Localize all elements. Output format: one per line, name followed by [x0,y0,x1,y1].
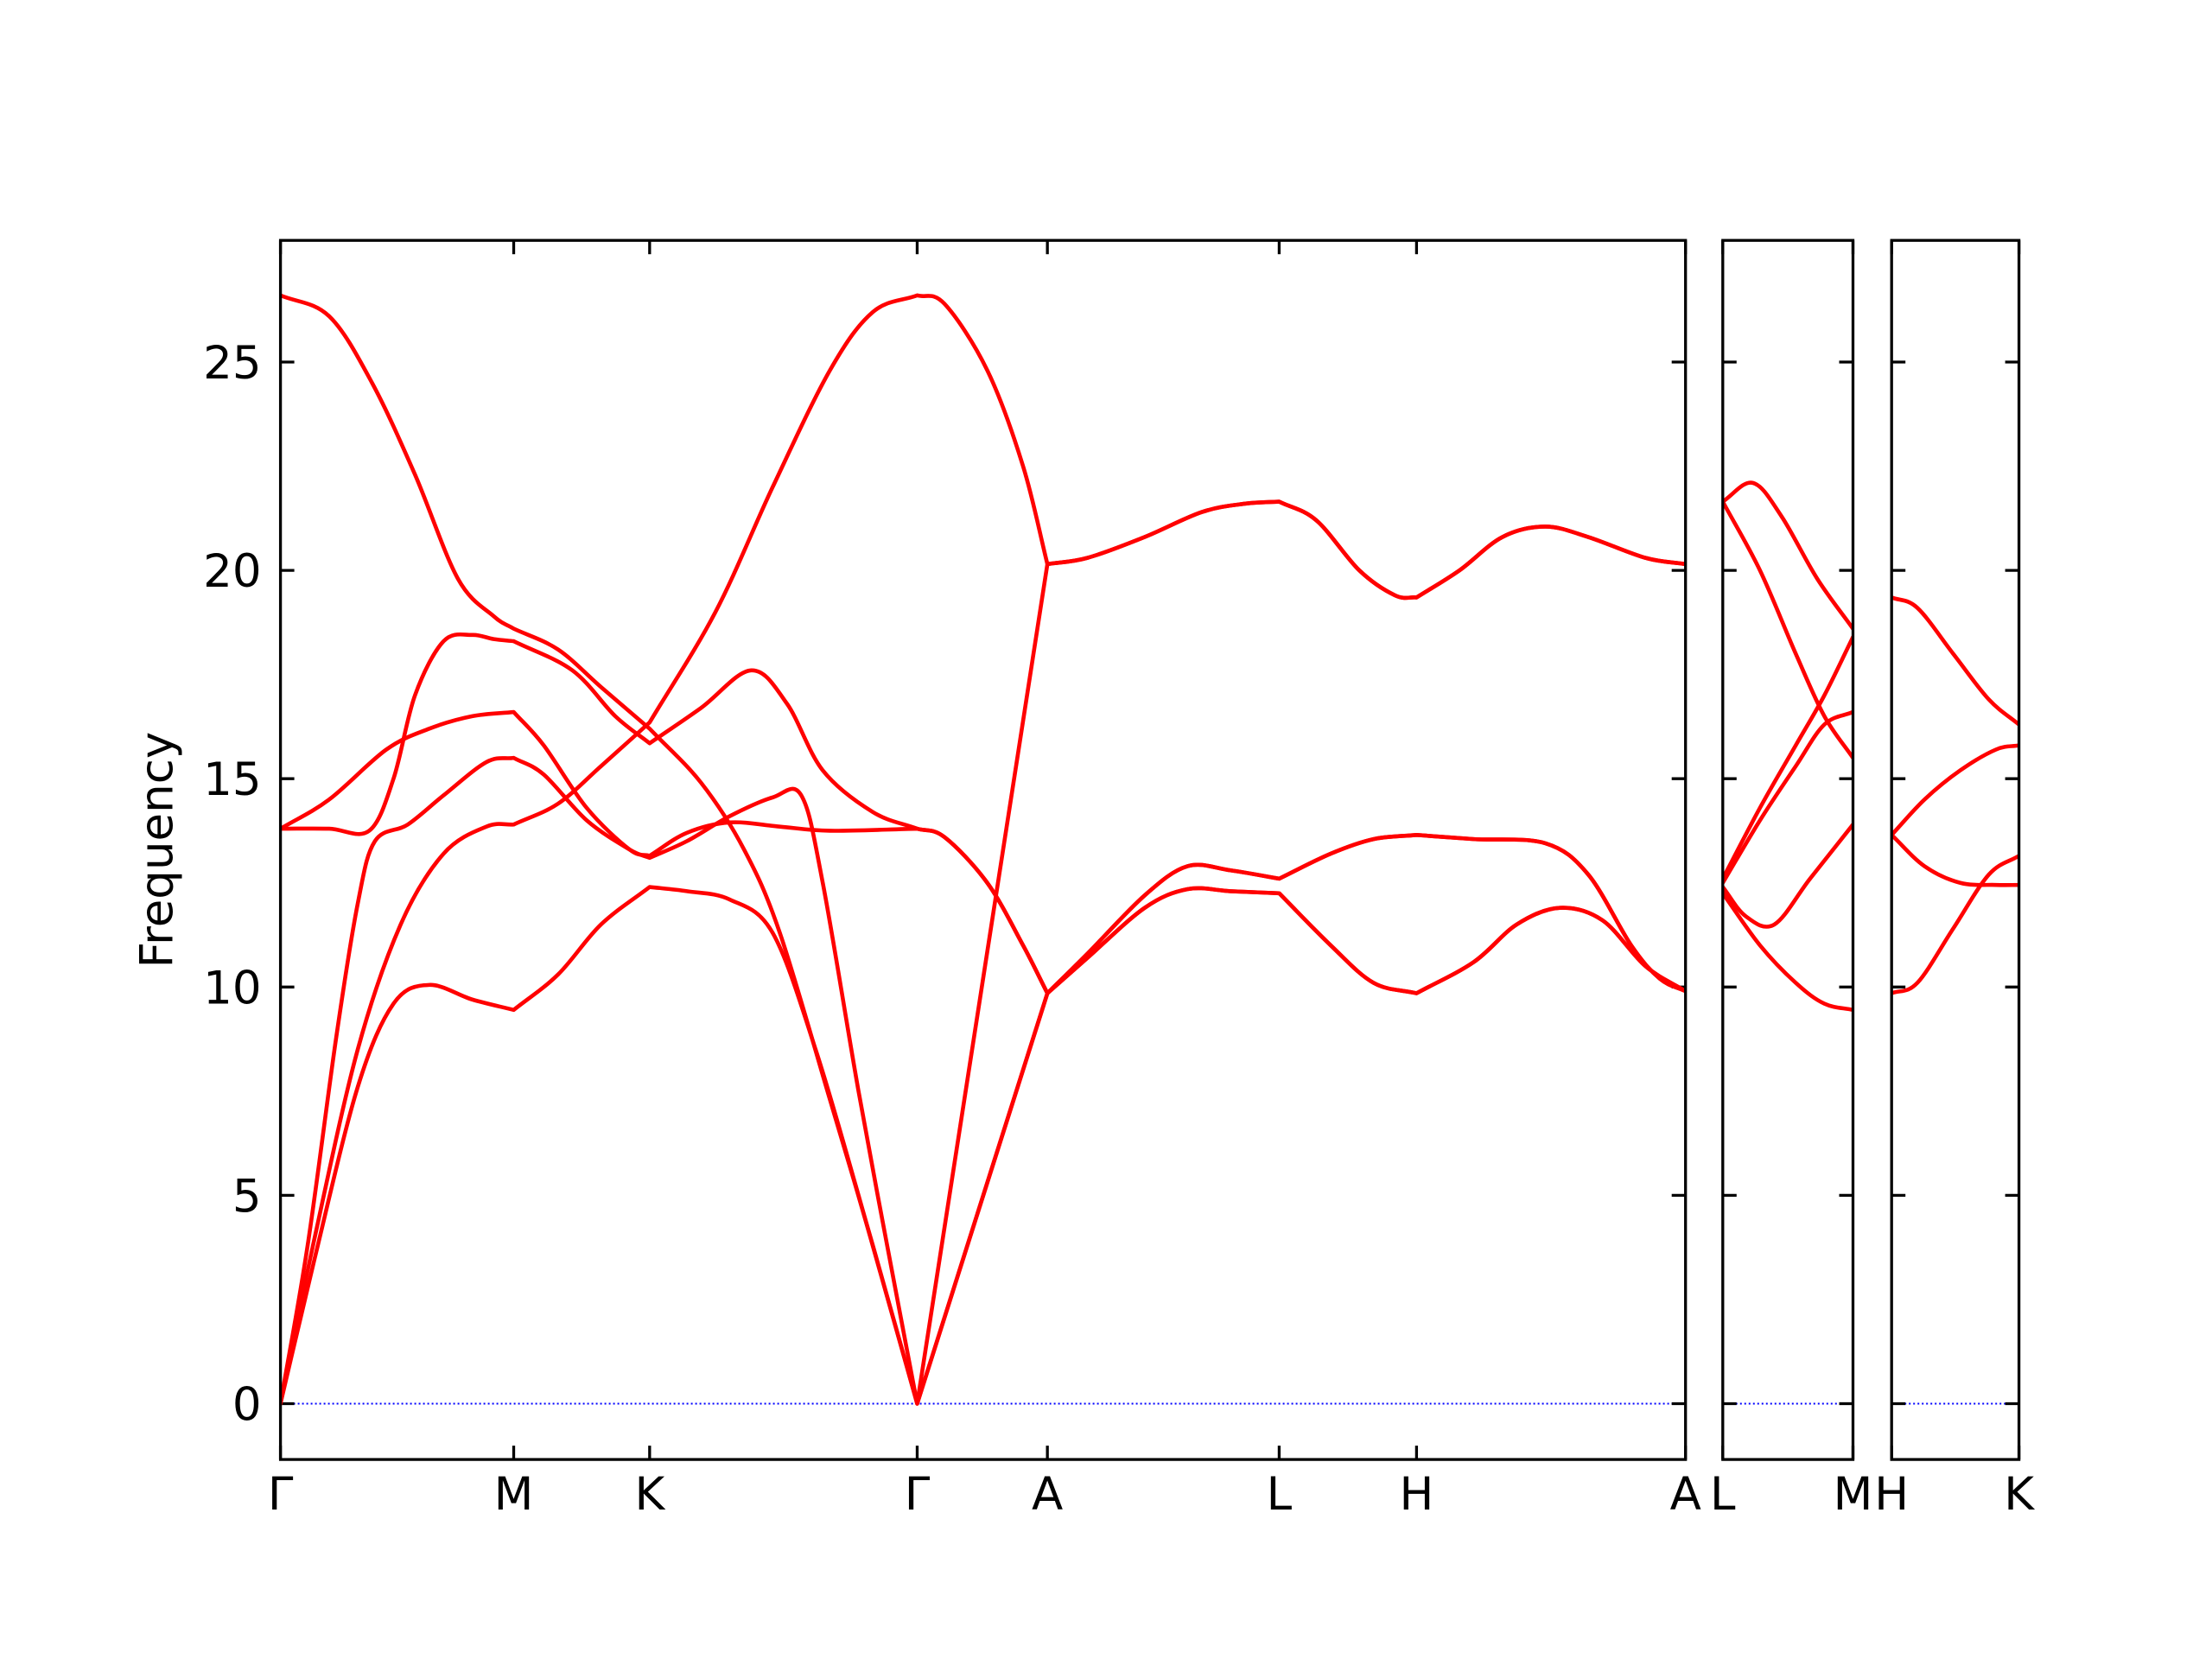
band-line [1722,499,1853,760]
x-tick-label: K [634,1468,665,1521]
y-tick-label: 5 [232,1170,262,1223]
band-line [280,293,1686,1406]
x-tick-label: M [494,1468,534,1521]
band-line [280,293,1686,1406]
axes-frame [278,238,1688,1461]
x-tick-label: H [1399,1468,1433,1521]
y-tick-label: 25 [203,337,261,390]
x-tick-label: Γ [268,1468,294,1521]
panel: 0 5 10 15 20 25 Γ M K Γ A L H A Frequency [131,238,1701,1521]
x-tick-label: Γ [905,1468,931,1521]
band-line [280,885,1686,1406]
y-tick-label: 20 [203,545,261,598]
x-tick-label: M [1834,1468,1873,1521]
x-tick-label: A [1032,1468,1063,1521]
x-tick-label: L [1267,1468,1293,1521]
band-line [1891,595,2019,727]
band-line [280,632,1686,995]
band-line [280,709,1686,995]
band-line [1722,480,1853,631]
band-line [1722,634,1853,881]
y-tick-label: 15 [203,753,261,806]
x-tick-label: H [1874,1468,1909,1521]
band-line [1891,832,2019,887]
band-line [280,755,1686,1406]
band-line [1722,822,1853,929]
y-tick-label: 0 [232,1378,262,1431]
axes-frame [1890,238,2021,1461]
x-tick-label: K [2004,1468,2035,1521]
x-tick-label: A [1670,1468,1701,1521]
x-tick-label: L [1710,1468,1736,1521]
y-tick-label: 10 [203,962,261,1014]
axes-frame [1721,238,1855,1461]
band-line [1891,854,2019,995]
y-axis-label: Frequency [131,732,184,969]
band-line [1722,891,1853,1013]
band-line [1891,743,2019,837]
band-line [1722,709,1853,886]
